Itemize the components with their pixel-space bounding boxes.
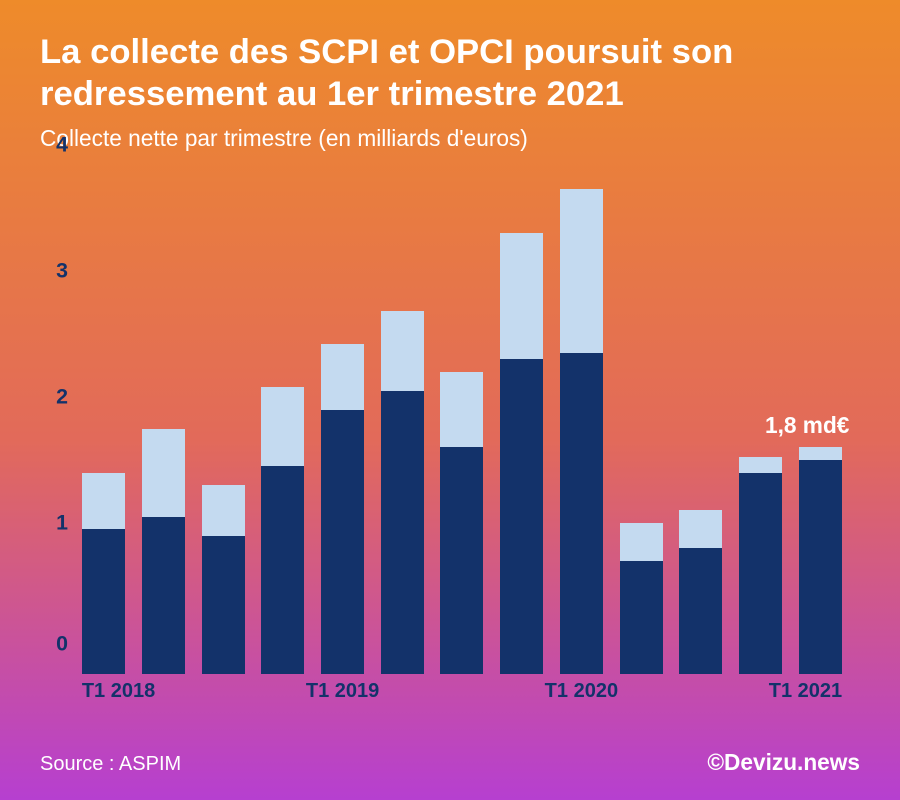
page-title: La collecte des SCPI et OPCI poursuit so… xyxy=(40,32,860,115)
bar-slot xyxy=(492,170,552,674)
bar xyxy=(560,189,603,674)
x-tick: T1 2021 xyxy=(769,680,842,703)
chart-canvas: La collecte des SCPI et OPCI poursuit so… xyxy=(0,0,900,800)
chart-area: 1,8 md€ 01234 T1 2018T1 2019T1 2020T1 20… xyxy=(40,170,860,710)
bar-segment-top xyxy=(381,311,424,390)
x-axis: T1 2018 T1 2019 T1 2020 T1 2021 xyxy=(74,674,850,710)
plot-area: 1,8 md€ 01234 xyxy=(74,170,850,674)
bar xyxy=(381,311,424,674)
bar-slot: 1,8 md€ xyxy=(790,170,850,674)
bar-slot xyxy=(74,170,134,674)
bar-segment-bottom xyxy=(500,359,543,674)
bar-segment-bottom xyxy=(142,517,185,674)
bar-segment-top xyxy=(82,473,125,530)
footer: Source : ASPIM ©Devizu.news xyxy=(40,749,860,776)
bar-callout: 1,8 md€ xyxy=(765,412,849,439)
bar-segment-bottom xyxy=(440,447,483,674)
bar-segment-bottom xyxy=(560,353,603,674)
bar-segment-top xyxy=(202,485,245,535)
bar-slot xyxy=(372,170,432,674)
bar xyxy=(202,485,245,674)
bar xyxy=(82,473,125,675)
bar xyxy=(142,429,185,675)
bar-segment-top xyxy=(440,372,483,448)
bar-slot xyxy=(253,170,313,674)
y-tick: 0 xyxy=(40,632,68,657)
bar-slot xyxy=(432,170,492,674)
bar-segment-top xyxy=(142,429,185,517)
bar xyxy=(739,457,782,674)
bar-slot xyxy=(671,170,731,674)
bar-segment-top xyxy=(500,233,543,359)
bar-slot xyxy=(193,170,253,674)
bar-segment-bottom xyxy=(321,410,364,675)
bar-slot xyxy=(313,170,373,674)
y-tick: 2 xyxy=(40,385,68,410)
bar-segment-top xyxy=(620,523,663,561)
x-tick: T1 2018 xyxy=(82,680,155,703)
y-tick: 4 xyxy=(40,133,68,158)
page-subtitle: Collecte nette par trimestre (en milliar… xyxy=(40,125,860,152)
x-tick: T1 2020 xyxy=(545,680,618,703)
bar-segment-bottom xyxy=(261,466,304,674)
bar-segment-top xyxy=(739,457,782,472)
bars-container: 1,8 md€ xyxy=(74,170,850,674)
bar-segment-top xyxy=(799,447,842,460)
bar-segment-bottom xyxy=(679,548,722,674)
bar-segment-bottom xyxy=(202,536,245,675)
bar-slot xyxy=(611,170,671,674)
bar-slot xyxy=(552,170,612,674)
bar-segment-bottom xyxy=(620,561,663,674)
bar xyxy=(261,387,304,674)
bar xyxy=(440,372,483,674)
bar xyxy=(500,233,543,674)
y-tick: 3 xyxy=(40,259,68,284)
bar-slot xyxy=(134,170,194,674)
bar xyxy=(321,344,364,674)
bar-segment-top xyxy=(321,344,364,410)
y-tick: 1 xyxy=(40,511,68,536)
bar-segment-top xyxy=(679,510,722,548)
bar-segment-top xyxy=(560,189,603,353)
bar: 1,8 md€ xyxy=(799,447,842,674)
bar-segment-bottom xyxy=(799,460,842,674)
bar-segment-bottom xyxy=(82,529,125,674)
source-text: Source : ASPIM xyxy=(40,753,181,776)
bar xyxy=(679,510,722,674)
bar-segment-bottom xyxy=(739,473,782,675)
x-tick: T1 2019 xyxy=(306,680,379,703)
bar-segment-top xyxy=(261,387,304,466)
bar-segment-bottom xyxy=(381,391,424,674)
credit-text: ©Devizu.news xyxy=(707,749,860,776)
bar xyxy=(620,523,663,674)
